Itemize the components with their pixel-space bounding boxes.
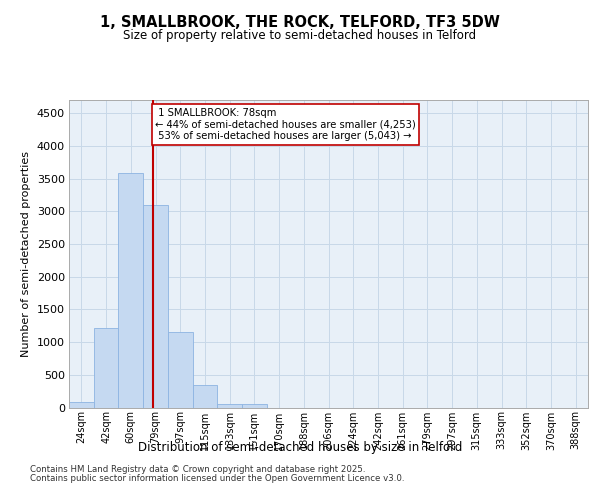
Text: Distribution of semi-detached houses by size in Telford: Distribution of semi-detached houses by … <box>138 441 462 454</box>
Text: Contains HM Land Registry data © Crown copyright and database right 2025.: Contains HM Land Registry data © Crown c… <box>30 466 365 474</box>
Bar <box>168 332 193 407</box>
Text: 1, SMALLBROOK, THE ROCK, TELFORD, TF3 5DW: 1, SMALLBROOK, THE ROCK, TELFORD, TF3 5D… <box>100 15 500 30</box>
Y-axis label: Number of semi-detached properties: Number of semi-detached properties <box>21 151 31 357</box>
Bar <box>143 204 168 408</box>
Bar <box>94 328 118 407</box>
Bar <box>217 404 242 407</box>
Bar <box>118 174 143 408</box>
Bar <box>69 402 94 407</box>
Bar <box>193 386 217 407</box>
Text: Contains public sector information licensed under the Open Government Licence v3: Contains public sector information licen… <box>30 474 404 483</box>
Bar <box>242 404 267 407</box>
Text: 1 SMALLBROOK: 78sqm
← 44% of semi-detached houses are smaller (4,253)
 53% of se: 1 SMALLBROOK: 78sqm ← 44% of semi-detach… <box>155 108 416 141</box>
Text: Size of property relative to semi-detached houses in Telford: Size of property relative to semi-detach… <box>124 28 476 42</box>
